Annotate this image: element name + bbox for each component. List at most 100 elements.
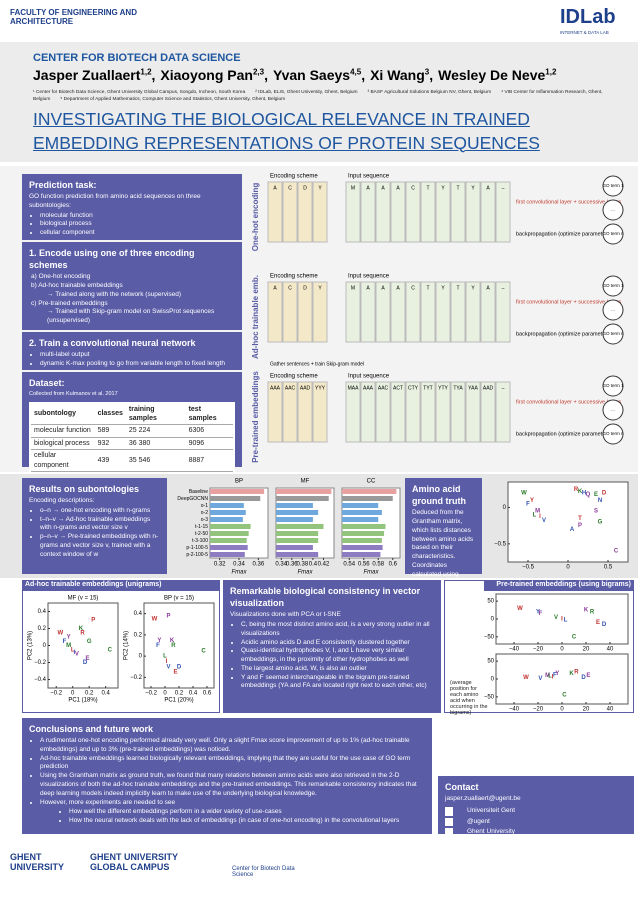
author: Yvan Saeys4,5 xyxy=(273,67,365,83)
input-cell xyxy=(375,281,391,343)
x-tick-label: 0.5 xyxy=(604,565,613,571)
input-cell xyxy=(465,381,481,443)
pretrained-note: (average position for each amino acid wh… xyxy=(450,680,488,716)
bar xyxy=(210,496,261,501)
amino-panel: Amino acid ground truth Deduced from the … xyxy=(405,478,482,595)
x-tick-label: 0.2 xyxy=(85,691,94,697)
bar xyxy=(210,510,246,515)
x-axis-label: Fmax xyxy=(232,570,248,576)
enc-item: b) Ad-hoc trainable embeddings xyxy=(31,282,123,290)
list-item: o–n → one-hot encoding with n-grams xyxy=(40,507,160,516)
y-tick-label: −0.2 xyxy=(34,660,47,666)
point: G xyxy=(598,520,603,526)
author-name: Wesley De Neve xyxy=(438,67,546,83)
input-token: ACT xyxy=(393,385,403,391)
category-label: t-1-15 xyxy=(195,524,208,530)
input-token: – xyxy=(502,385,505,391)
bar xyxy=(276,510,319,515)
input-cell xyxy=(435,281,451,343)
bar xyxy=(342,503,379,508)
row: biological process 932 36 380 9096 xyxy=(31,437,233,451)
input-cell xyxy=(495,381,511,443)
list-item: A rudimental one-hot encoding performed … xyxy=(40,737,425,755)
header-row: subontology classes training samples test s… xyxy=(31,403,233,426)
scheme-label: A xyxy=(273,185,277,191)
category-label: t-2-50 xyxy=(195,531,208,537)
encoding-diagram: One-hot encoding Encoding scheme Input seq… xyxy=(251,174,624,463)
layer-text: first convolutional layer + successive l… xyxy=(516,199,622,205)
point: C xyxy=(614,549,619,555)
plot-area xyxy=(47,602,119,689)
scheme-cell xyxy=(297,181,313,243)
go-node xyxy=(602,223,624,245)
input-token: AAD xyxy=(483,385,494,391)
input-token: AAC xyxy=(378,385,389,391)
go-node xyxy=(602,375,624,397)
point: Y xyxy=(67,635,71,641)
list: C, being the most distinct amino acid, i… xyxy=(230,621,434,691)
author: Jasper Zuallaert1,2 xyxy=(33,67,155,83)
row: molecular function 589 25 224 6306 xyxy=(31,424,233,438)
chart-title: CC xyxy=(367,479,376,485)
point: E xyxy=(173,670,177,676)
list: multi-label outputdynamic K-max pooling … xyxy=(29,351,235,369)
go-term: GO term n xyxy=(602,231,624,236)
go-node xyxy=(602,175,624,197)
point: F xyxy=(63,639,67,645)
social-link: @ugent xyxy=(445,817,627,827)
input-title: Input sequence xyxy=(348,274,390,280)
x-tick-label: 0.32 xyxy=(214,562,226,568)
x-tick-label: 0.42 xyxy=(318,562,330,568)
bar xyxy=(210,538,247,543)
input-token: A xyxy=(486,285,490,291)
conclusions-panel: Conclusions and future work A rudimental … xyxy=(22,718,432,834)
list-item: Ad-hoc trainable embeddings learned biol… xyxy=(40,755,425,773)
bar xyxy=(276,552,319,557)
scheme-title: Encoding scheme xyxy=(270,174,318,180)
x-tick-label: 0 xyxy=(560,647,564,653)
input-token: – xyxy=(502,185,505,191)
input-cell xyxy=(495,181,511,243)
adhoc-heading: Ad-hoc trainable embeddings (unigrams) xyxy=(22,580,220,591)
list-item: biological process xyxy=(40,220,235,229)
category-label: p-2-100-5 xyxy=(186,552,208,558)
affiliation: ³ BASF Agricultural Solutions Belgium NV… xyxy=(367,90,492,95)
y-tick-label: 50 xyxy=(487,599,494,605)
input-cell xyxy=(375,381,391,443)
poster-title: INVESTIGATING THE BIOLOGICAL RELEVANCE I… xyxy=(33,109,540,153)
y-axis-label: PC2 (14%) xyxy=(124,631,130,660)
center-name: CENTER FOR BIOTECH DATA SCIENCE xyxy=(33,52,241,64)
enc-item: a) One-hot encoding xyxy=(31,273,91,281)
column-header: training samples xyxy=(125,403,186,426)
scheme-cell xyxy=(312,281,328,343)
point: C xyxy=(562,693,567,699)
point: K xyxy=(79,626,84,632)
input-token: – xyxy=(502,285,505,291)
point: L xyxy=(564,618,568,624)
scheme-cell xyxy=(312,181,328,243)
go-node xyxy=(602,199,624,221)
column-header: classes xyxy=(94,403,126,426)
point: V xyxy=(554,615,558,621)
input-cell xyxy=(480,181,496,243)
plot-area xyxy=(507,481,629,563)
adhoc-scatters: −0.2 0 0.2 0.4 −0.4 −0.2 0 0.2 0.4 MF (v = 15) PC1… xyxy=(28,596,215,704)
point: K xyxy=(569,671,574,677)
panel-heading: 2. Train a convolutional neural network xyxy=(29,338,196,348)
text: GO function prediction from amino acid s… xyxy=(29,193,201,209)
note: Collected from Kulmanov et al. 2017 xyxy=(29,391,118,398)
go-node xyxy=(602,323,624,345)
input-cell xyxy=(390,281,406,343)
x-tick-label: 0.54 xyxy=(343,562,355,568)
x-tick-label: 0.6 xyxy=(389,562,398,568)
category-label: o-1 xyxy=(201,503,208,509)
input-token: AAA xyxy=(363,385,374,391)
cell: 932 xyxy=(94,437,126,451)
input-token: T xyxy=(456,285,459,291)
input-cell xyxy=(375,181,391,243)
bar xyxy=(210,524,251,529)
input-cell xyxy=(345,281,361,343)
cell: 36 380 xyxy=(125,437,186,451)
list-item: p–n–v → Pre-trained embeddings with n-gr… xyxy=(40,533,160,559)
